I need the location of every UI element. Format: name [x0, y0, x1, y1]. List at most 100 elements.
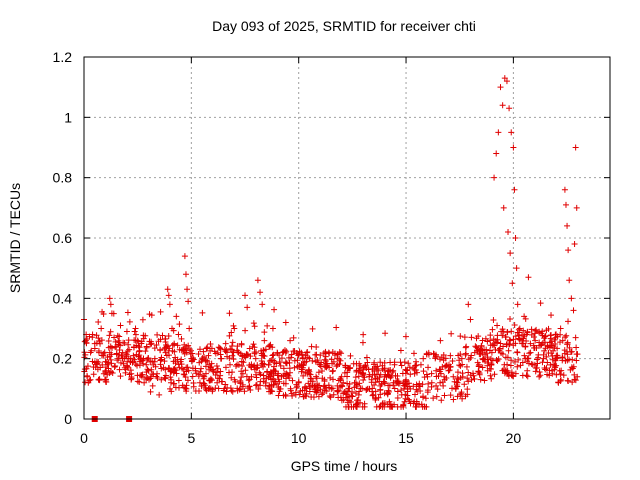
scatter-point [457, 374, 464, 381]
scatter-point [252, 371, 259, 378]
data-point [186, 325, 193, 332]
y-tick-label: 1.2 [53, 49, 73, 65]
data-point [428, 379, 435, 386]
scatter-point [413, 386, 420, 393]
scatter-point [307, 384, 314, 391]
scatter-point [515, 335, 522, 342]
scatter-point [267, 373, 274, 380]
scatter-point [507, 316, 514, 323]
data-point [467, 316, 474, 323]
scatter-point [120, 360, 127, 367]
scatter-point [305, 366, 312, 373]
scatter-point [288, 354, 295, 361]
scatter-point [381, 390, 388, 397]
scatter-point [337, 357, 344, 364]
scatter-point [370, 391, 377, 398]
scatter-point [361, 374, 368, 381]
scatter-point [478, 342, 485, 349]
scatter-point [97, 340, 104, 347]
data-point [330, 367, 337, 374]
scatter-point [241, 388, 248, 395]
scatter-point [338, 350, 345, 357]
scatter-point [322, 350, 329, 357]
data-point [169, 325, 176, 332]
data-point [100, 352, 107, 359]
scatter-point [198, 383, 205, 390]
scatter-point [440, 382, 447, 389]
scatter-point [425, 380, 432, 387]
scatter-point [349, 393, 356, 400]
scatter-point [276, 359, 283, 366]
scatter-point [318, 391, 325, 398]
scatter-point [334, 388, 341, 395]
scatter-point [552, 355, 559, 362]
scatter-point [569, 379, 576, 386]
scatter-point [95, 335, 102, 342]
scatter-point [244, 351, 251, 358]
scatter-point [222, 348, 229, 355]
scatter-point [528, 360, 535, 367]
scatter-point [551, 361, 558, 368]
data-point [304, 370, 311, 377]
scatter-point [88, 347, 95, 354]
scatter-point [157, 346, 164, 353]
scatter-point [327, 394, 334, 401]
data-point [177, 358, 184, 365]
scatter-point [313, 389, 320, 396]
scatter-point [90, 371, 97, 378]
scatter-point [294, 363, 301, 370]
scatter-point [185, 367, 192, 374]
scatter-point [385, 382, 392, 389]
data-point [450, 373, 457, 380]
scatter-point [352, 374, 359, 381]
scatter-point [198, 365, 205, 372]
scatter-point [230, 356, 237, 363]
scatter-point [269, 388, 276, 395]
data-point [113, 343, 120, 350]
data-point [510, 144, 517, 151]
scatter-point [462, 393, 469, 400]
scatter-point [362, 362, 369, 369]
data-point [171, 340, 178, 347]
scatter-point [381, 379, 388, 386]
scatter-point [524, 373, 531, 380]
data-point [562, 201, 569, 208]
data-point [514, 301, 521, 308]
scatter-point [114, 357, 121, 364]
data-point [553, 352, 560, 359]
scatter-point [361, 400, 368, 407]
scatter-point [214, 365, 221, 372]
data-point [549, 367, 556, 374]
scatter-point [185, 342, 192, 349]
scatter-point [326, 392, 333, 399]
data-point [377, 382, 384, 389]
data-point [521, 313, 528, 320]
data-point [505, 228, 512, 235]
scatter-point [394, 388, 401, 395]
scatter-point [315, 369, 322, 376]
scatter-point [347, 399, 354, 406]
data-point [138, 373, 145, 380]
scatter-point [342, 362, 349, 369]
scatter-point [266, 357, 273, 364]
scatter-point [533, 326, 540, 333]
data-point [257, 289, 264, 296]
scatter-point [534, 360, 541, 367]
data-point [235, 349, 242, 356]
scatter-point [304, 354, 311, 361]
scatter-point [238, 340, 245, 347]
scatter-point [132, 361, 139, 368]
data-point [512, 235, 519, 241]
scatter-point [572, 377, 579, 384]
scatter-point [495, 347, 502, 354]
scatter-point [363, 365, 370, 372]
scatter-point [260, 347, 267, 354]
scatter-point [275, 370, 282, 377]
scatter-point [226, 310, 233, 317]
scatter-point [394, 394, 401, 401]
scatter-point [264, 322, 271, 329]
scatter-point [202, 370, 209, 377]
scatter-point [457, 333, 464, 340]
scatter-point [131, 343, 138, 350]
scatter-point [218, 378, 225, 385]
